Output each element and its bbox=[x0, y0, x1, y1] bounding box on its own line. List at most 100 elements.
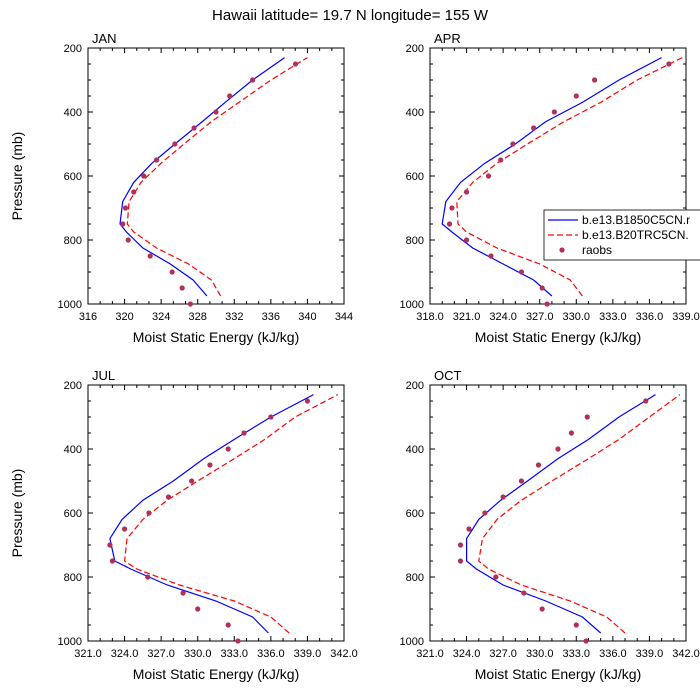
raobs-point bbox=[268, 414, 274, 420]
raobs-point bbox=[583, 638, 589, 644]
raobs-point bbox=[584, 414, 590, 420]
raobs-point bbox=[131, 189, 137, 195]
panel-apr: APR 318.0 321.0 324.0 327.0 330.0 333.0 336.0 33… bbox=[400, 31, 700, 345]
raobs-point bbox=[535, 462, 542, 468]
x-tick-label: 321.0 bbox=[453, 311, 481, 323]
y-tick-label: 1000 bbox=[58, 636, 82, 648]
x-tick-label: 327.0 bbox=[489, 648, 517, 660]
y-tick-label: 400 bbox=[64, 444, 82, 456]
raobs-point bbox=[568, 430, 575, 436]
raobs-point bbox=[500, 494, 506, 500]
raobs-point bbox=[643, 398, 649, 404]
x-axis-label: Moist Static Energy (kJ/kg) bbox=[475, 666, 642, 682]
raobs-point bbox=[195, 606, 201, 612]
panel-title: OCT bbox=[434, 368, 462, 383]
raobs-point bbox=[544, 301, 550, 307]
raobs-point bbox=[518, 478, 525, 484]
x-tick-label: 342.0 bbox=[330, 648, 358, 660]
raobs-point bbox=[225, 622, 231, 628]
raobs-point bbox=[146, 510, 152, 516]
raobs-point bbox=[153, 157, 160, 163]
y-tick-label: 1000 bbox=[400, 299, 424, 311]
panel-oct: OCT 321.0 324.0 327.0 330.0 333.0 336.0 339.0 34… bbox=[400, 368, 700, 682]
x-tick-label: 318.0 bbox=[416, 311, 444, 323]
legend-marker-raobs bbox=[559, 247, 565, 253]
y-tick-label: 200 bbox=[64, 380, 82, 392]
x-tick-label: 324.0 bbox=[111, 648, 139, 660]
raobs-point bbox=[488, 253, 494, 259]
raobs-point bbox=[446, 221, 453, 227]
y-tick-label: 400 bbox=[406, 444, 424, 456]
raobs-point bbox=[531, 125, 537, 131]
raobs-point bbox=[179, 285, 185, 291]
x-tick-label: 316 bbox=[79, 311, 97, 323]
legend: b.e13.B1850C5CN.rb.e13.B20TRC5CN.raobs bbox=[543, 209, 700, 261]
y-tick-label: 200 bbox=[406, 43, 424, 55]
raobs-point bbox=[169, 269, 175, 275]
raobs-point bbox=[463, 237, 470, 243]
raobs-point bbox=[498, 157, 504, 163]
legend-label-b20trc5cn: b.e13.B20TRC5CN. bbox=[582, 228, 689, 242]
x-tick-label: 336.0 bbox=[257, 648, 285, 660]
x-tick-label: 327.0 bbox=[147, 648, 175, 660]
x-tick-label: 324.0 bbox=[489, 311, 517, 323]
x-tick-label: 333.0 bbox=[599, 311, 627, 323]
series-line-b1850c5cn bbox=[109, 394, 314, 634]
x-tick-label: 330.0 bbox=[526, 648, 554, 660]
y-tick-label: 400 bbox=[406, 107, 424, 119]
raobs-point bbox=[521, 590, 527, 596]
y-tick-label: 600 bbox=[64, 508, 82, 520]
x-tick-label: 342.0 bbox=[672, 648, 700, 660]
y-axis-label: Pressure (mb) bbox=[9, 132, 25, 221]
x-tick-label: 330.0 bbox=[563, 311, 591, 323]
raobs-point bbox=[180, 590, 186, 596]
raobs-point bbox=[172, 141, 178, 147]
x-tick-label: 344 bbox=[335, 311, 353, 323]
raobs-point bbox=[482, 510, 488, 516]
x-axis-label: Moist Static Energy (kJ/kg) bbox=[133, 666, 300, 682]
raobs-point bbox=[227, 93, 233, 99]
x-tick-label: 339.0 bbox=[636, 648, 664, 660]
x-tick-label: 327.0 bbox=[526, 311, 554, 323]
x-tick-label: 336.0 bbox=[599, 648, 627, 660]
raobs-point bbox=[485, 173, 492, 179]
raobs-point bbox=[304, 398, 311, 404]
series-line-b1850c5cn bbox=[466, 394, 656, 634]
series-line-b1850c5cn bbox=[441, 57, 662, 297]
raobs-point bbox=[539, 285, 545, 291]
y-tick-label: 400 bbox=[64, 107, 82, 119]
plot-frame bbox=[429, 384, 687, 642]
raobs-point bbox=[666, 61, 672, 67]
raobs-point bbox=[165, 494, 172, 500]
raobs-point bbox=[573, 622, 579, 628]
y-tick-label: 200 bbox=[406, 380, 424, 392]
x-tick-label: 340 bbox=[298, 311, 316, 323]
x-tick-label: 328 bbox=[189, 311, 207, 323]
raobs-point bbox=[555, 446, 561, 452]
plot-frame bbox=[87, 47, 345, 305]
y-tick-label: 1000 bbox=[400, 636, 424, 648]
x-tick-label: 333.0 bbox=[221, 648, 249, 660]
series-line-b20trc5cn bbox=[123, 394, 339, 634]
raobs-point bbox=[191, 125, 197, 131]
x-tick-label: 332 bbox=[225, 311, 243, 323]
raobs-point bbox=[551, 109, 557, 115]
x-tick-label: 336 bbox=[262, 311, 280, 323]
y-tick-label: 600 bbox=[406, 171, 424, 183]
y-tick-label: 800 bbox=[406, 235, 424, 247]
raobs-point bbox=[225, 446, 231, 452]
raobs-point bbox=[120, 221, 126, 227]
raobs-point bbox=[241, 430, 247, 436]
x-tick-label: 339.0 bbox=[294, 648, 322, 660]
raobs-point bbox=[449, 205, 455, 211]
y-tick-label: 600 bbox=[64, 171, 82, 183]
series-line-b20trc5cn bbox=[126, 57, 308, 297]
y-tick-label: 600 bbox=[406, 508, 424, 520]
main-title: Hawaii latitude= 19.7 N longitude= 155 W bbox=[212, 7, 489, 24]
series-line-b1850c5cn bbox=[119, 57, 285, 297]
raobs-point bbox=[187, 301, 193, 307]
raobs-point bbox=[109, 558, 115, 564]
raobs-point bbox=[235, 638, 241, 644]
x-tick-label: 321.0 bbox=[416, 648, 444, 660]
